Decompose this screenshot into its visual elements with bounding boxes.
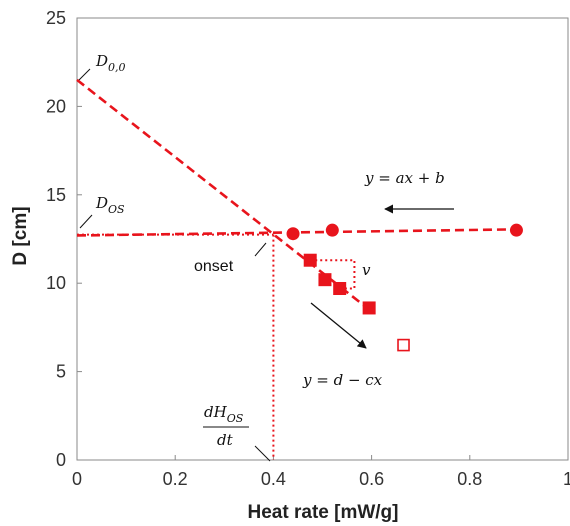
y-tick-label: 10 [46,273,66,293]
plot-frame [76,17,569,461]
d00-pointer [78,68,91,81]
equation-top: y = ax + b [364,169,445,187]
x-tick-label: 0.6 [359,469,384,489]
rate-pointer [254,445,271,462]
x-tick-label: 0 [72,469,82,489]
x-tick-label: 0.2 [163,469,188,489]
y-tick-label: 5 [56,362,66,382]
arrow-down-right [310,302,367,349]
svg-text:onset: onset [194,258,234,275]
onset-pointer [254,242,267,257]
data-point-square [303,253,317,267]
data-point-circle [286,227,300,241]
data-point-square [333,282,347,296]
y-tick-label: 0 [56,450,66,470]
svg-text:DOS: DOS [95,194,125,216]
label-rate: dHOS dt [203,403,271,462]
fit-line-horizontal [76,227,522,237]
slope-triangle [310,259,356,290]
y-tick-label: 25 [46,8,66,28]
svg-text:dt: dt [217,431,234,449]
axes [76,17,569,461]
y-tick-label: 20 [46,96,66,116]
data-point-square [362,301,376,315]
data-point-circle [509,223,523,237]
label-v: v [362,261,371,279]
label-dos: DOS [79,194,125,229]
data-markers [286,223,523,352]
x-tick-label: 1 [563,469,570,489]
svg-text:dHOS: dHOS [204,403,244,425]
data-point-circle [325,223,339,237]
label-d00: D0,0 [78,52,126,81]
label-onset: onset [194,242,267,275]
fit-lines [76,78,522,313]
svg-text:D0,0: D0,0 [95,52,126,74]
data-point-square [318,273,332,287]
data-point-open-square [397,338,410,352]
y-axis-title: D [cm] [10,206,31,265]
x-tick-label: 0.4 [261,469,286,489]
equation-bottom: y = d − cx [302,371,383,389]
fit-line-descending [76,78,373,313]
y-tick-label: 15 [46,185,66,205]
x-axis-title: Heat rate [mW/g] [248,502,399,523]
dos-pointer [79,214,93,229]
x-tick-label: 0.8 [457,469,482,489]
